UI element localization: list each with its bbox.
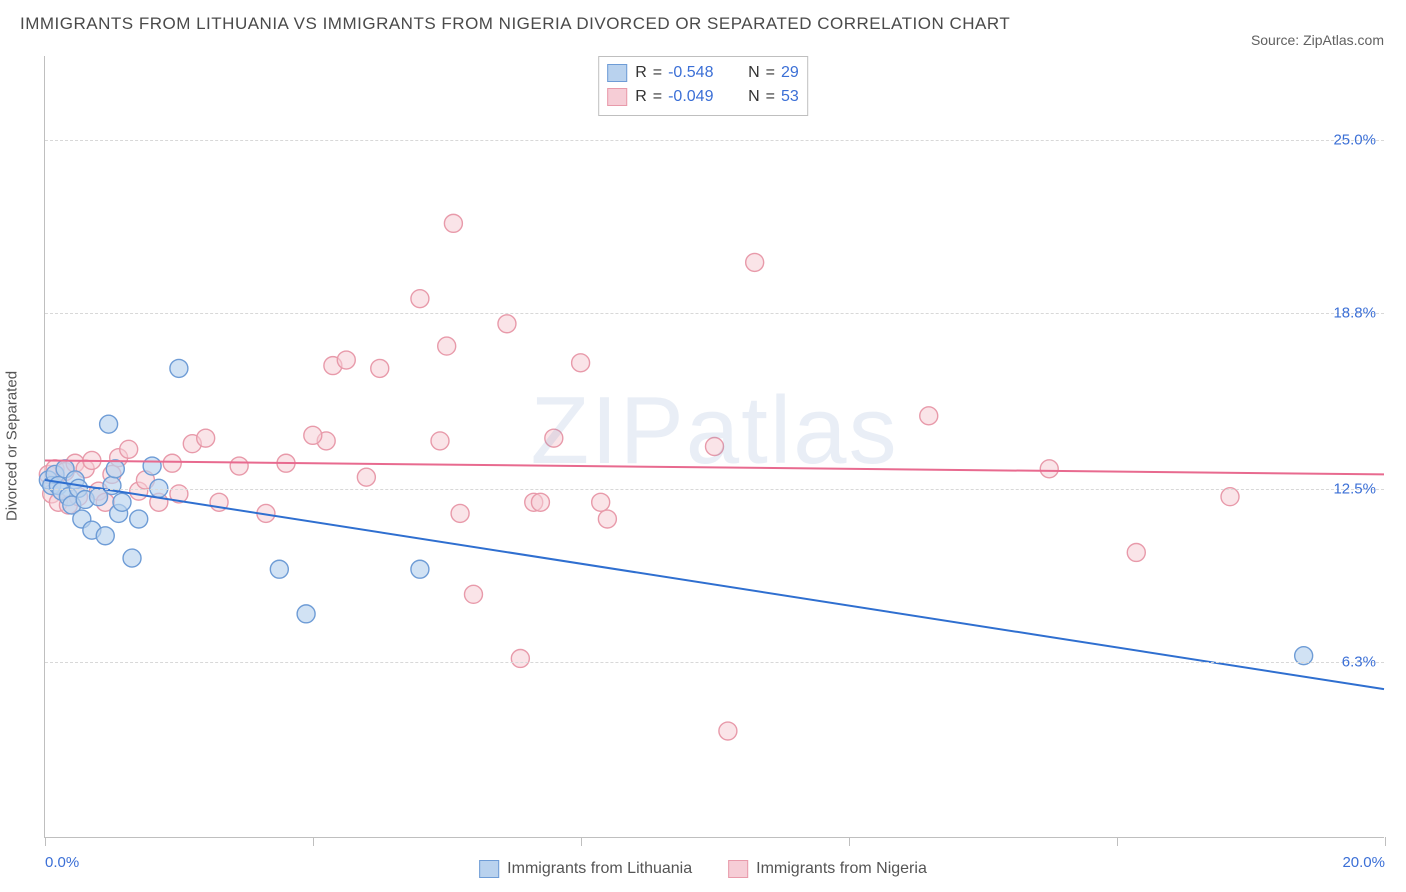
n-label-0: N [748,61,760,85]
data-point [746,253,764,271]
x-tick [581,837,582,846]
data-point [143,457,161,475]
data-point [545,429,563,447]
data-point [1040,460,1058,478]
y-tick-label: 25.0% [1333,131,1376,148]
x-tick [849,837,850,846]
gridline-h [45,662,1384,663]
legend-row-lithuania: R = -0.548 N = 29 [607,61,799,85]
data-point [297,605,315,623]
y-axis-label: Divorced or Separated [4,371,21,521]
chart-title: IMMIGRANTS FROM LITHUANIA VS IMMIGRANTS … [20,14,1010,34]
eq-0a: = [653,61,662,85]
series-legend: Immigrants from Lithuania Immigrants fro… [479,860,927,878]
gridline-h [45,140,1384,141]
eq-1b: = [766,85,775,109]
data-point [598,510,616,528]
data-point [498,315,516,333]
data-point [592,493,610,511]
x-tick [45,837,46,846]
source-value: ZipAtlas.com [1303,32,1384,48]
gridline-h [45,489,1384,490]
eq-0b: = [766,61,775,85]
data-point [572,354,590,372]
data-point [270,560,288,578]
data-point [464,585,482,603]
plot-area: ZIPatlas 6.3%12.5%18.8%25.0%0.0%20.0% [44,56,1384,838]
data-point [96,527,114,545]
n-value-1: 53 [781,85,799,109]
data-point [337,351,355,369]
data-point [431,432,449,450]
legend-label-lithuania: Immigrants from Lithuania [507,860,692,878]
r-value-1: -0.049 [668,85,730,109]
scatter-svg [45,56,1384,837]
x-tick [313,837,314,846]
data-point [130,510,148,528]
data-point [230,457,248,475]
source-label: Source: [1251,32,1303,48]
n-label-1: N [748,85,760,109]
x-tick [1385,837,1386,846]
data-point [304,426,322,444]
source-attribution: Source: ZipAtlas.com [1251,32,1384,48]
data-point [511,649,529,667]
data-point [113,493,131,511]
x-tick [1117,837,1118,846]
swatch-nigeria [607,88,627,106]
data-point [357,468,375,486]
data-point [438,337,456,355]
r-value-0: -0.548 [668,61,730,85]
data-point [1221,488,1239,506]
data-point [411,560,429,578]
gridline-h [45,313,1384,314]
data-point [197,429,215,447]
legend-label-nigeria: Immigrants from Nigeria [756,860,927,878]
y-tick-label: 18.8% [1333,304,1376,321]
data-point [163,454,181,472]
data-point [371,359,389,377]
data-point [123,549,141,567]
data-point [451,504,469,522]
data-point [920,407,938,425]
data-point [706,438,724,456]
data-point [411,290,429,308]
swatch-nigeria-bottom [728,860,748,878]
regression-line [45,480,1384,689]
x-tick-label: 0.0% [45,854,79,871]
data-point [444,214,462,232]
data-point [106,460,124,478]
x-tick-label: 20.0% [1342,854,1385,871]
swatch-lithuania [607,64,627,82]
r-label-0: R [635,61,647,85]
r-label-1: R [635,85,647,109]
y-tick-label: 12.5% [1333,480,1376,497]
y-tick-label: 6.3% [1342,654,1376,671]
legend-row-nigeria: R = -0.049 N = 53 [607,85,799,109]
eq-1a: = [653,85,662,109]
n-value-0: 29 [781,61,799,85]
legend-item-nigeria: Immigrants from Nigeria [728,860,927,878]
data-point [100,415,118,433]
data-point [1127,544,1145,562]
legend-item-lithuania: Immigrants from Lithuania [479,860,692,878]
correlation-legend: R = -0.548 N = 29 R = -0.049 N = 53 [598,56,808,116]
data-point [170,359,188,377]
data-point [120,440,138,458]
data-point [719,722,737,740]
data-point [531,493,549,511]
swatch-lithuania-bottom [479,860,499,878]
